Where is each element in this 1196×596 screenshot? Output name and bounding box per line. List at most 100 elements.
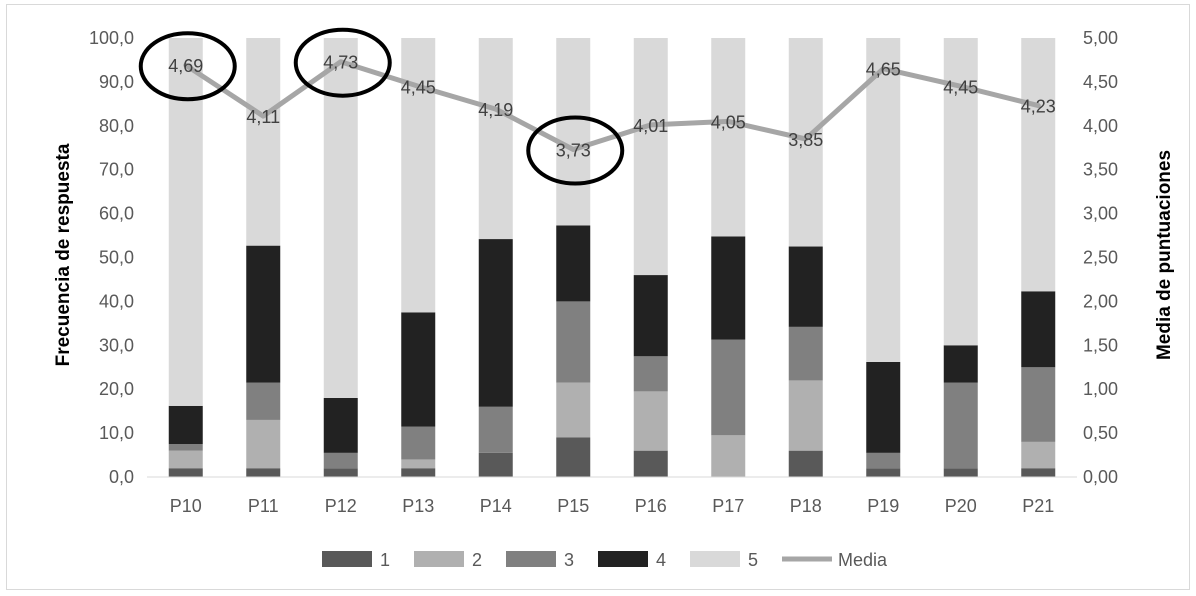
bar-P21-series-3 — [1021, 367, 1056, 442]
x-tick-label-P17: P17 — [712, 496, 744, 516]
bar-P11-series-3 — [246, 382, 281, 420]
media-data-label-P14: 4,19 — [478, 100, 513, 120]
bar-P10-series-4 — [168, 405, 203, 445]
bar-P15-series-5 — [556, 38, 591, 226]
media-data-label-P10: 4,69 — [168, 56, 203, 76]
legend: 1 2 3 4 5 Media — [322, 550, 888, 570]
x-tick-label-P16: P16 — [635, 496, 667, 516]
y2-tick-label: 3,00 — [1083, 204, 1118, 224]
bar-P18-series-3 — [788, 326, 823, 381]
y-tick-label: 70,0 — [99, 160, 134, 180]
y2-tick-label: 2,50 — [1083, 248, 1118, 268]
media-data-label-P19: 4,65 — [866, 60, 901, 80]
y-axis-title: Frecuencia de respuesta — [53, 143, 74, 366]
bar-P17-series-4 — [711, 236, 746, 340]
bar-P11-series-5 — [246, 38, 281, 246]
y2-tick-label: 1,00 — [1083, 379, 1118, 399]
highlight-circle-P12 — [293, 27, 392, 98]
stacked-bar-line-chart: 0,0 10,0 20,0 30,0 40,0 50,0 60,0 70,0 80,0 90,0 1… — [53, 27, 1175, 570]
media-data-label-P21: 4,23 — [1021, 97, 1056, 117]
y2-tick-label: 3,50 — [1083, 160, 1118, 180]
bar-P16-series-4 — [633, 275, 668, 357]
chart-frame: 0,0 10,0 20,0 30,0 40,0 50,0 60,0 70,0 80,0 90,0 1… — [6, 4, 1190, 590]
bar-P20-series-4 — [943, 345, 978, 383]
bar-P19-series-3 — [866, 452, 901, 469]
bar-P12-series-5 — [323, 38, 358, 398]
media-data-label-P12: 4,73 — [323, 53, 358, 73]
bar-P17-series-2 — [711, 435, 746, 477]
legend-swatch-4 — [598, 551, 648, 567]
bar-P18-series-1 — [788, 450, 823, 477]
x-tick-label-P13: P13 — [402, 496, 434, 516]
legend-swatch-2 — [414, 551, 464, 567]
bar-P14-series-1 — [478, 452, 513, 477]
bar-P17-series-3 — [711, 339, 746, 436]
media-data-label-P20: 4,45 — [943, 77, 978, 97]
y-tick-label: 60,0 — [99, 204, 134, 224]
media-data-label-P13: 4,45 — [401, 77, 436, 97]
media-line-layer — [183, 59, 1041, 152]
category-ticks: P10 P11 P12 P13 P14 P15 P16 P17 P18 P19 P20 P21 — [170, 496, 1055, 516]
bar-P17-series-5 — [711, 38, 746, 237]
bar-P18-series-5 — [788, 38, 823, 247]
bar-P15-series-1 — [556, 437, 591, 477]
x-tick-label-P20: P20 — [945, 496, 977, 516]
media-line — [183, 59, 1041, 152]
bar-P11-series-2 — [246, 419, 281, 469]
bar-P16-series-3 — [633, 356, 668, 392]
x-tick-label-P21: P21 — [1022, 496, 1054, 516]
legend-label-1: 1 — [380, 550, 390, 570]
y2-tick-label: 4,50 — [1083, 72, 1118, 92]
y-tick-label: 90,0 — [99, 72, 134, 92]
y-tick-label: 100,0 — [89, 28, 134, 48]
right-axis-ticks: 0,00 0,50 1,00 1,50 2,00 2,50 3,00 3,50 4,00 4,50… — [1083, 28, 1118, 487]
media-data-label-P17: 4,05 — [711, 112, 746, 132]
highlight-circle-P10 — [138, 31, 237, 102]
bar-P13-series-3 — [401, 426, 436, 460]
bar-P16-series-5 — [633, 38, 668, 276]
media-data-label-P11: 4,11 — [246, 107, 280, 127]
bar-P16-series-2 — [633, 391, 668, 451]
bar-P10-series-5 — [168, 38, 203, 406]
bar-P12-series-1 — [323, 468, 358, 477]
bar-P19-series-1 — [866, 468, 901, 477]
y-tick-label: 40,0 — [99, 291, 134, 311]
bar-P18-series-2 — [788, 380, 823, 451]
y2-tick-label: 0,00 — [1083, 467, 1118, 487]
bar-P13-series-2 — [401, 459, 436, 469]
legend-label-2: 2 — [472, 550, 482, 570]
bar-P20-series-3 — [943, 382, 978, 469]
bar-P10-series-1 — [168, 468, 203, 477]
media-data-label-P15: 3,73 — [556, 141, 591, 161]
bar-P13-series-4 — [401, 312, 436, 427]
y-tick-label: 20,0 — [99, 379, 134, 399]
legend-label-4: 4 — [656, 550, 666, 570]
legend-swatch-5 — [690, 551, 740, 567]
bar-P21-series-4 — [1021, 291, 1056, 368]
bar-P14-series-4 — [478, 239, 513, 407]
bar-P21-series-1 — [1021, 468, 1056, 477]
x-tick-label-P14: P14 — [480, 496, 512, 516]
x-tick-label-P15: P15 — [557, 496, 589, 516]
y2-tick-label: 1,50 — [1083, 335, 1118, 355]
bar-P15-series-2 — [556, 382, 591, 438]
y2-tick-label: 0,50 — [1083, 423, 1118, 443]
bar-P19-series-5 — [866, 38, 901, 362]
y-tick-label: 0,0 — [109, 467, 134, 487]
highlight-circles — [138, 27, 625, 186]
bar-P14-series-3 — [478, 406, 513, 453]
y2-tick-label: 4,00 — [1083, 116, 1118, 136]
y2-tick-label: 5,00 — [1083, 28, 1118, 48]
bar-P15-series-3 — [556, 301, 591, 383]
bar-P18-series-4 — [788, 246, 823, 327]
media-data-label-P18: 3,85 — [788, 130, 823, 150]
y-tick-label: 50,0 — [99, 248, 134, 268]
y-tick-label: 10,0 — [99, 423, 134, 443]
bar-P20-series-1 — [943, 468, 978, 477]
legend-label-media: Media — [838, 550, 888, 570]
x-tick-label-P18: P18 — [790, 496, 822, 516]
bar-P13-series-1 — [401, 468, 436, 477]
highlight-circle-P15 — [526, 115, 625, 186]
bar-P11-series-1 — [246, 468, 281, 477]
bar-P10-series-2 — [168, 450, 203, 469]
